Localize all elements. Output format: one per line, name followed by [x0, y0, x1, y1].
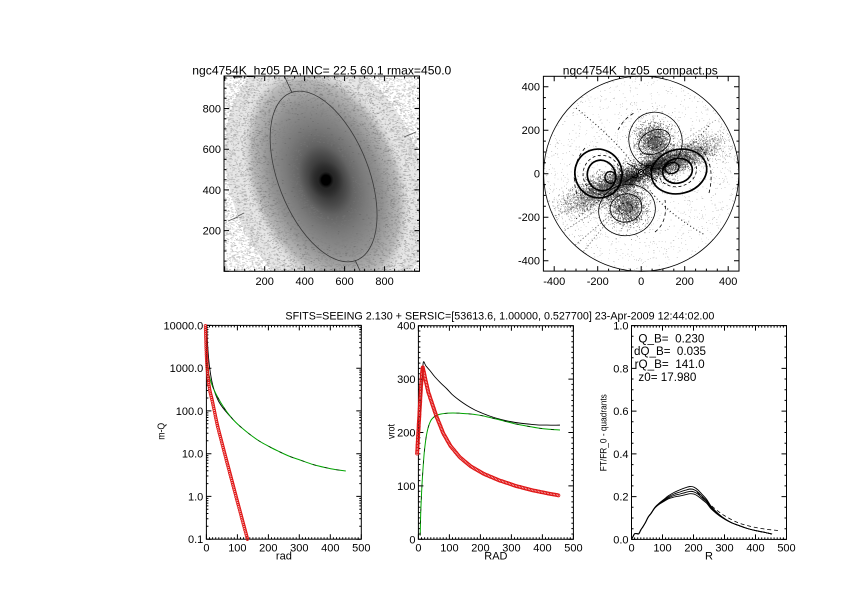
- svg-text:0: 0: [409, 534, 415, 546]
- svg-text:300: 300: [397, 374, 415, 386]
- svg-text:400: 400: [295, 276, 313, 288]
- svg-text:z0= 17.980: z0= 17.980: [638, 372, 696, 384]
- svg-text:R: R: [705, 551, 713, 563]
- svg-text:1.0: 1.0: [188, 491, 203, 503]
- svg-text:-400: -400: [543, 276, 565, 288]
- svg-text:200: 200: [471, 543, 489, 555]
- svg-text:rad: rad: [276, 551, 292, 563]
- svg-text:200: 200: [397, 428, 415, 440]
- svg-text:SFITS=SEEING 2.130 + SERSIC=[5: SFITS=SEEING 2.130 + SERSIC=[53613.6, 1.…: [285, 311, 714, 323]
- svg-text:200: 200: [676, 276, 694, 288]
- svg-text:400: 400: [533, 543, 551, 555]
- svg-text:200: 200: [203, 226, 221, 238]
- svg-text:100: 100: [228, 543, 246, 555]
- svg-text:0: 0: [628, 543, 634, 555]
- svg-text:m-Q: m-Q: [157, 423, 168, 440]
- svg-text:0.6: 0.6: [613, 406, 628, 418]
- svg-text:-200: -200: [518, 212, 540, 224]
- svg-text:vrot: vrot: [387, 424, 398, 439]
- svg-text:600: 600: [203, 144, 221, 156]
- svg-text:500: 500: [777, 543, 795, 555]
- svg-text:0.1: 0.1: [188, 534, 203, 546]
- svg-text:1000.0: 1000.0: [170, 363, 204, 375]
- svg-text:100: 100: [653, 543, 671, 555]
- svg-text:ngc4754K_hz05_compact.ps: ngc4754K_hz05_compact.ps: [563, 64, 718, 78]
- svg-text:-400: -400: [518, 256, 540, 268]
- svg-text:200: 200: [522, 125, 540, 137]
- svg-text:800: 800: [203, 104, 221, 116]
- svg-text:300: 300: [290, 543, 308, 555]
- svg-text:Q_B= 0.230: Q_B= 0.230: [638, 333, 704, 345]
- svg-text:400: 400: [719, 276, 737, 288]
- svg-text:200: 200: [684, 543, 702, 555]
- svg-text:1.0: 1.0: [613, 321, 628, 333]
- svg-text:400: 400: [746, 543, 764, 555]
- svg-text:10.0: 10.0: [182, 449, 203, 461]
- svg-text:-200: -200: [587, 276, 609, 288]
- svg-text:400: 400: [203, 185, 221, 197]
- svg-text:0: 0: [534, 169, 540, 181]
- svg-text:800: 800: [375, 276, 393, 288]
- svg-text:0.2: 0.2: [613, 492, 628, 504]
- svg-text:100: 100: [440, 543, 458, 555]
- svg-text:500: 500: [352, 543, 370, 555]
- svg-text:400: 400: [397, 321, 415, 333]
- svg-text:100: 100: [397, 481, 415, 493]
- svg-text:300: 300: [502, 543, 520, 555]
- svg-text:rQ_B= 141.0: rQ_B= 141.0: [635, 359, 705, 371]
- svg-text:600: 600: [335, 276, 353, 288]
- svg-text:300: 300: [715, 543, 733, 555]
- svg-text:0: 0: [203, 543, 209, 555]
- svg-text:500: 500: [564, 543, 582, 555]
- svg-text:dQ_B= 0.035: dQ_B= 0.035: [634, 346, 706, 358]
- svg-text:0.8: 0.8: [613, 363, 628, 375]
- svg-text:0.0: 0.0: [613, 534, 628, 546]
- svg-text:200: 200: [259, 543, 277, 555]
- svg-text:FT/FR_0 - quadrants: FT/FR_0 - quadrants: [599, 394, 610, 471]
- svg-text:400: 400: [321, 543, 339, 555]
- svg-text:200: 200: [255, 276, 273, 288]
- svg-text:ngc4754K_hz05 PA,INC= 22.5 60.: ngc4754K_hz05 PA,INC= 22.5 60.1 rmax=450…: [192, 63, 451, 77]
- svg-text:100.0: 100.0: [176, 406, 204, 418]
- svg-text:0.4: 0.4: [613, 449, 628, 461]
- svg-text:0: 0: [638, 276, 644, 288]
- svg-text:RAD: RAD: [484, 551, 507, 563]
- svg-text:10000.0: 10000.0: [164, 320, 204, 332]
- svg-text:400: 400: [522, 82, 540, 94]
- svg-text:0: 0: [415, 543, 421, 555]
